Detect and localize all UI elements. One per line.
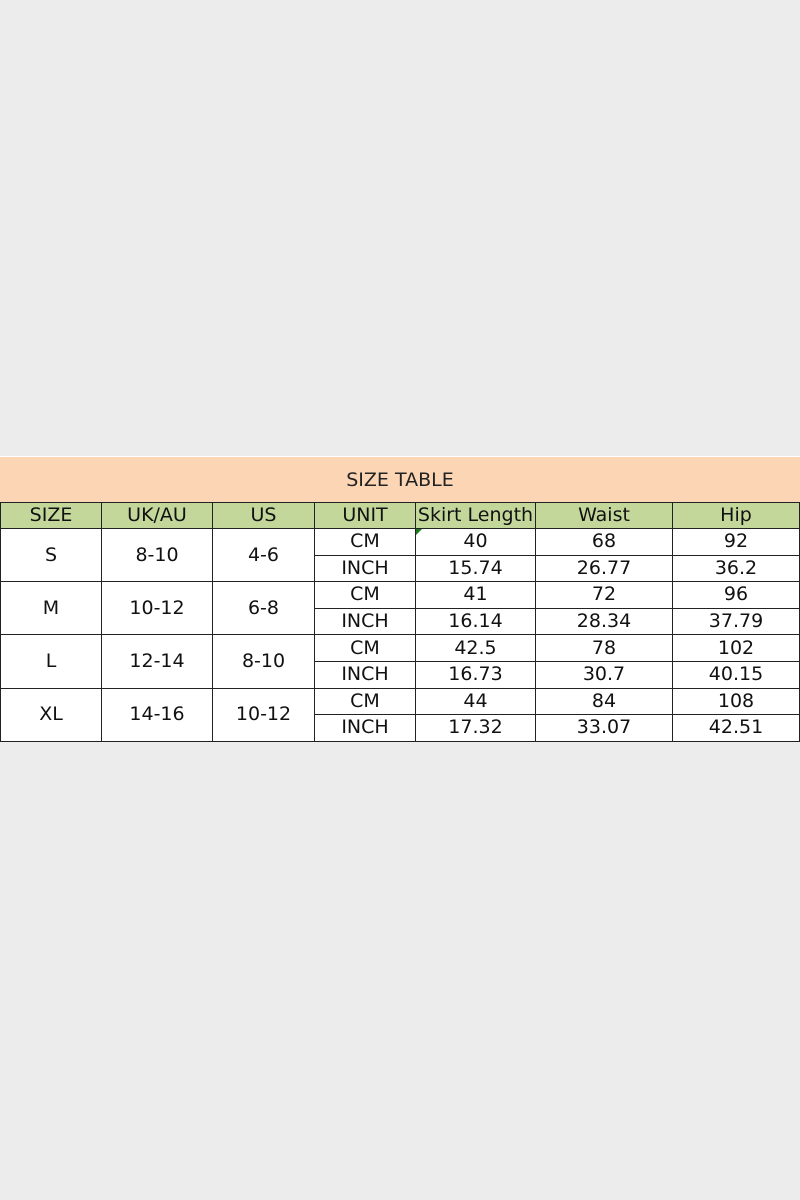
unit-cell: INCH [314, 714, 416, 742]
skirt-length-value: 41 [463, 583, 488, 606]
uk-au-cell: 8-10 [101, 527, 213, 583]
waist-cell: 78 [535, 634, 673, 662]
waist-cell: 26.77 [535, 554, 673, 583]
waist-cell: 30.7 [535, 660, 673, 689]
table-title: SIZE TABLE [0, 456, 800, 502]
waist-cell: 68 [535, 528, 673, 556]
header-waist: Waist [535, 502, 673, 529]
skirt-length-value: 44 [463, 689, 488, 712]
size-table-container: SIZE TABLE SIZE UK/AU US UNIT Skirt Leng… [0, 456, 800, 742]
table-row: INCH 16.73 30.7 40.15 [1, 660, 800, 689]
hip-cell: 92 [672, 528, 800, 556]
us-cell: 10-12 [212, 687, 315, 742]
table-row: XL 14-16 10-12 CM 44 84 108 [0, 687, 800, 742]
hip-cell: 96 [672, 581, 800, 609]
waist-cell: 84 [535, 687, 673, 716]
header-row: SIZE UK/AU US UNIT Skirt Length Waist Hi… [0, 502, 800, 529]
header-size: SIZE [0, 502, 102, 529]
hip-cell: 37.79 [672, 607, 800, 636]
unit-cell: CM [314, 634, 416, 662]
skirt-length-cell: 17.32 [415, 714, 536, 742]
hip-cell: 40.15 [672, 660, 800, 689]
header-skirt-length: Skirt Length [415, 502, 536, 529]
size-cell: M [0, 581, 102, 636]
skirt-length-cell: 16.73 [415, 660, 536, 689]
hip-cell: 108 [672, 687, 800, 716]
size-cell: XL [0, 687, 102, 742]
unit-cell: INCH [314, 660, 416, 689]
us-cell: 6-8 [212, 581, 315, 636]
unit-cell: CM [314, 581, 416, 609]
header-hip: Hip [672, 502, 800, 529]
size-cell: S [0, 527, 102, 583]
header-us: US [212, 502, 315, 529]
size-cell: L [0, 634, 102, 689]
hip-cell: 42.51 [672, 714, 800, 742]
table-row: L 12-14 8-10 CM 42.5 78 102 [0, 634, 800, 689]
skirt-length-cell: 44 [415, 687, 536, 716]
size-table: SIZE UK/AU US UNIT Skirt Length Waist Hi… [0, 502, 800, 742]
header-uk-au: UK/AU [101, 502, 213, 529]
waist-cell: 28.34 [535, 607, 673, 636]
header-unit: UNIT [314, 502, 416, 529]
waist-cell: 72 [535, 581, 673, 609]
skirt-length-cell: 41 [415, 581, 536, 609]
hip-cell: 36.2 [672, 554, 800, 583]
table-row: M 10-12 6-8 CM 41 72 96 [0, 581, 800, 636]
us-cell: 4-6 [212, 527, 315, 583]
uk-au-cell: 10-12 [101, 581, 213, 636]
unit-cell: CM [314, 528, 416, 556]
table-row: S 8-10 4-6 CM 40 68 92 [0, 527, 800, 583]
us-cell: 8-10 [212, 634, 315, 689]
skirt-length-cell: 42.5 [415, 634, 536, 662]
uk-au-cell: 12-14 [101, 634, 213, 689]
skirt-length-value: 42.5 [454, 636, 497, 659]
skirt-length-cell: 40 [415, 528, 536, 556]
skirt-length-cell: 15.74 [415, 554, 536, 583]
unit-cell: INCH [314, 607, 416, 636]
skirt-length-value: 40 [463, 530, 488, 553]
table-row: INCH 17.32 33.07 42.51 [1, 714, 800, 742]
table-row: INCH 16.14 28.34 37.79 [1, 607, 800, 636]
unit-cell: CM [314, 687, 416, 716]
table-row: INCH 15.74 26.77 36.2 [1, 554, 800, 583]
skirt-length-cell: 16.14 [415, 607, 536, 636]
uk-au-cell: 14-16 [101, 687, 213, 742]
comment-marker-icon [416, 529, 422, 535]
hip-cell: 102 [672, 634, 800, 662]
waist-cell: 33.07 [535, 714, 673, 742]
unit-cell: INCH [314, 554, 416, 583]
